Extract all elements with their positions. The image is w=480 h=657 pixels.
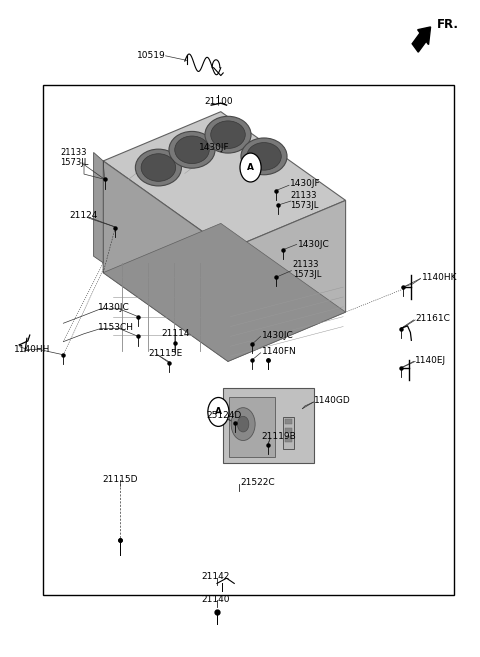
Text: 21140: 21140: [202, 595, 230, 604]
Text: 21161C: 21161C: [415, 314, 450, 323]
Ellipse shape: [175, 136, 209, 164]
Bar: [285, 419, 292, 424]
Polygon shape: [103, 223, 346, 361]
Polygon shape: [103, 161, 228, 361]
Bar: [43, 85, 454, 595]
Text: FR.: FR.: [437, 18, 459, 32]
Text: 1140HK: 1140HK: [422, 273, 458, 282]
Circle shape: [240, 153, 261, 182]
Text: A: A: [215, 407, 222, 417]
Text: A: A: [247, 163, 254, 172]
Text: 1140GD: 1140GD: [314, 396, 351, 405]
Text: 21115E: 21115E: [149, 349, 183, 358]
Ellipse shape: [141, 154, 176, 181]
Bar: [229, 397, 275, 457]
Text: 21133
1573JL: 21133 1573JL: [60, 148, 89, 168]
Circle shape: [208, 397, 229, 426]
Bar: [223, 388, 314, 463]
Polygon shape: [228, 200, 346, 361]
Text: 21124: 21124: [70, 211, 98, 220]
Text: 1430JF: 1430JF: [199, 143, 230, 152]
Ellipse shape: [135, 149, 181, 186]
Ellipse shape: [169, 131, 215, 168]
Text: 10519: 10519: [137, 51, 166, 60]
Text: 1430JC: 1430JC: [262, 330, 293, 340]
Ellipse shape: [247, 143, 281, 170]
Ellipse shape: [241, 138, 287, 175]
Circle shape: [237, 417, 249, 432]
Text: 21133
1573JL: 21133 1573JL: [293, 260, 321, 279]
Text: 1430JC: 1430JC: [98, 303, 130, 312]
Text: 1153CH: 1153CH: [98, 323, 134, 332]
Ellipse shape: [205, 116, 251, 153]
Circle shape: [231, 407, 255, 441]
Polygon shape: [103, 112, 346, 250]
Text: 1430JC: 1430JC: [298, 240, 329, 249]
FancyArrow shape: [412, 27, 431, 52]
Text: 1140HH: 1140HH: [14, 345, 51, 354]
Text: 1140EJ: 1140EJ: [415, 355, 446, 365]
Text: 21119B: 21119B: [262, 432, 296, 442]
Bar: [285, 436, 292, 442]
Text: 1140FN: 1140FN: [262, 347, 296, 356]
Text: 21522C: 21522C: [240, 478, 275, 487]
Ellipse shape: [211, 121, 245, 148]
Text: 1430JF: 1430JF: [290, 179, 321, 189]
Text: 21114: 21114: [161, 329, 190, 338]
Text: 21100: 21100: [204, 97, 233, 106]
Text: 21115D: 21115D: [102, 475, 138, 484]
Bar: [285, 428, 292, 433]
Text: 21133
1573JL: 21133 1573JL: [290, 191, 319, 210]
Bar: [283, 417, 294, 449]
Polygon shape: [94, 152, 103, 263]
Text: 21142: 21142: [202, 572, 230, 581]
Text: 25124D: 25124D: [206, 411, 241, 420]
